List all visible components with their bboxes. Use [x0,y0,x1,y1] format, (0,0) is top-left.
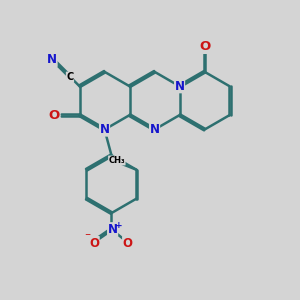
Text: C: C [66,72,74,82]
Text: O: O [199,40,210,53]
Text: O: O [123,237,133,250]
Text: N: N [47,53,57,66]
Text: N: N [108,223,118,236]
Text: N: N [150,123,160,136]
Text: O: O [49,109,60,122]
Text: N: N [100,123,110,136]
Text: CH₃: CH₃ [109,156,125,165]
Text: +: + [115,220,123,230]
Text: ⁻: ⁻ [85,231,91,244]
Text: N: N [175,80,184,93]
Text: O: O [89,237,99,250]
